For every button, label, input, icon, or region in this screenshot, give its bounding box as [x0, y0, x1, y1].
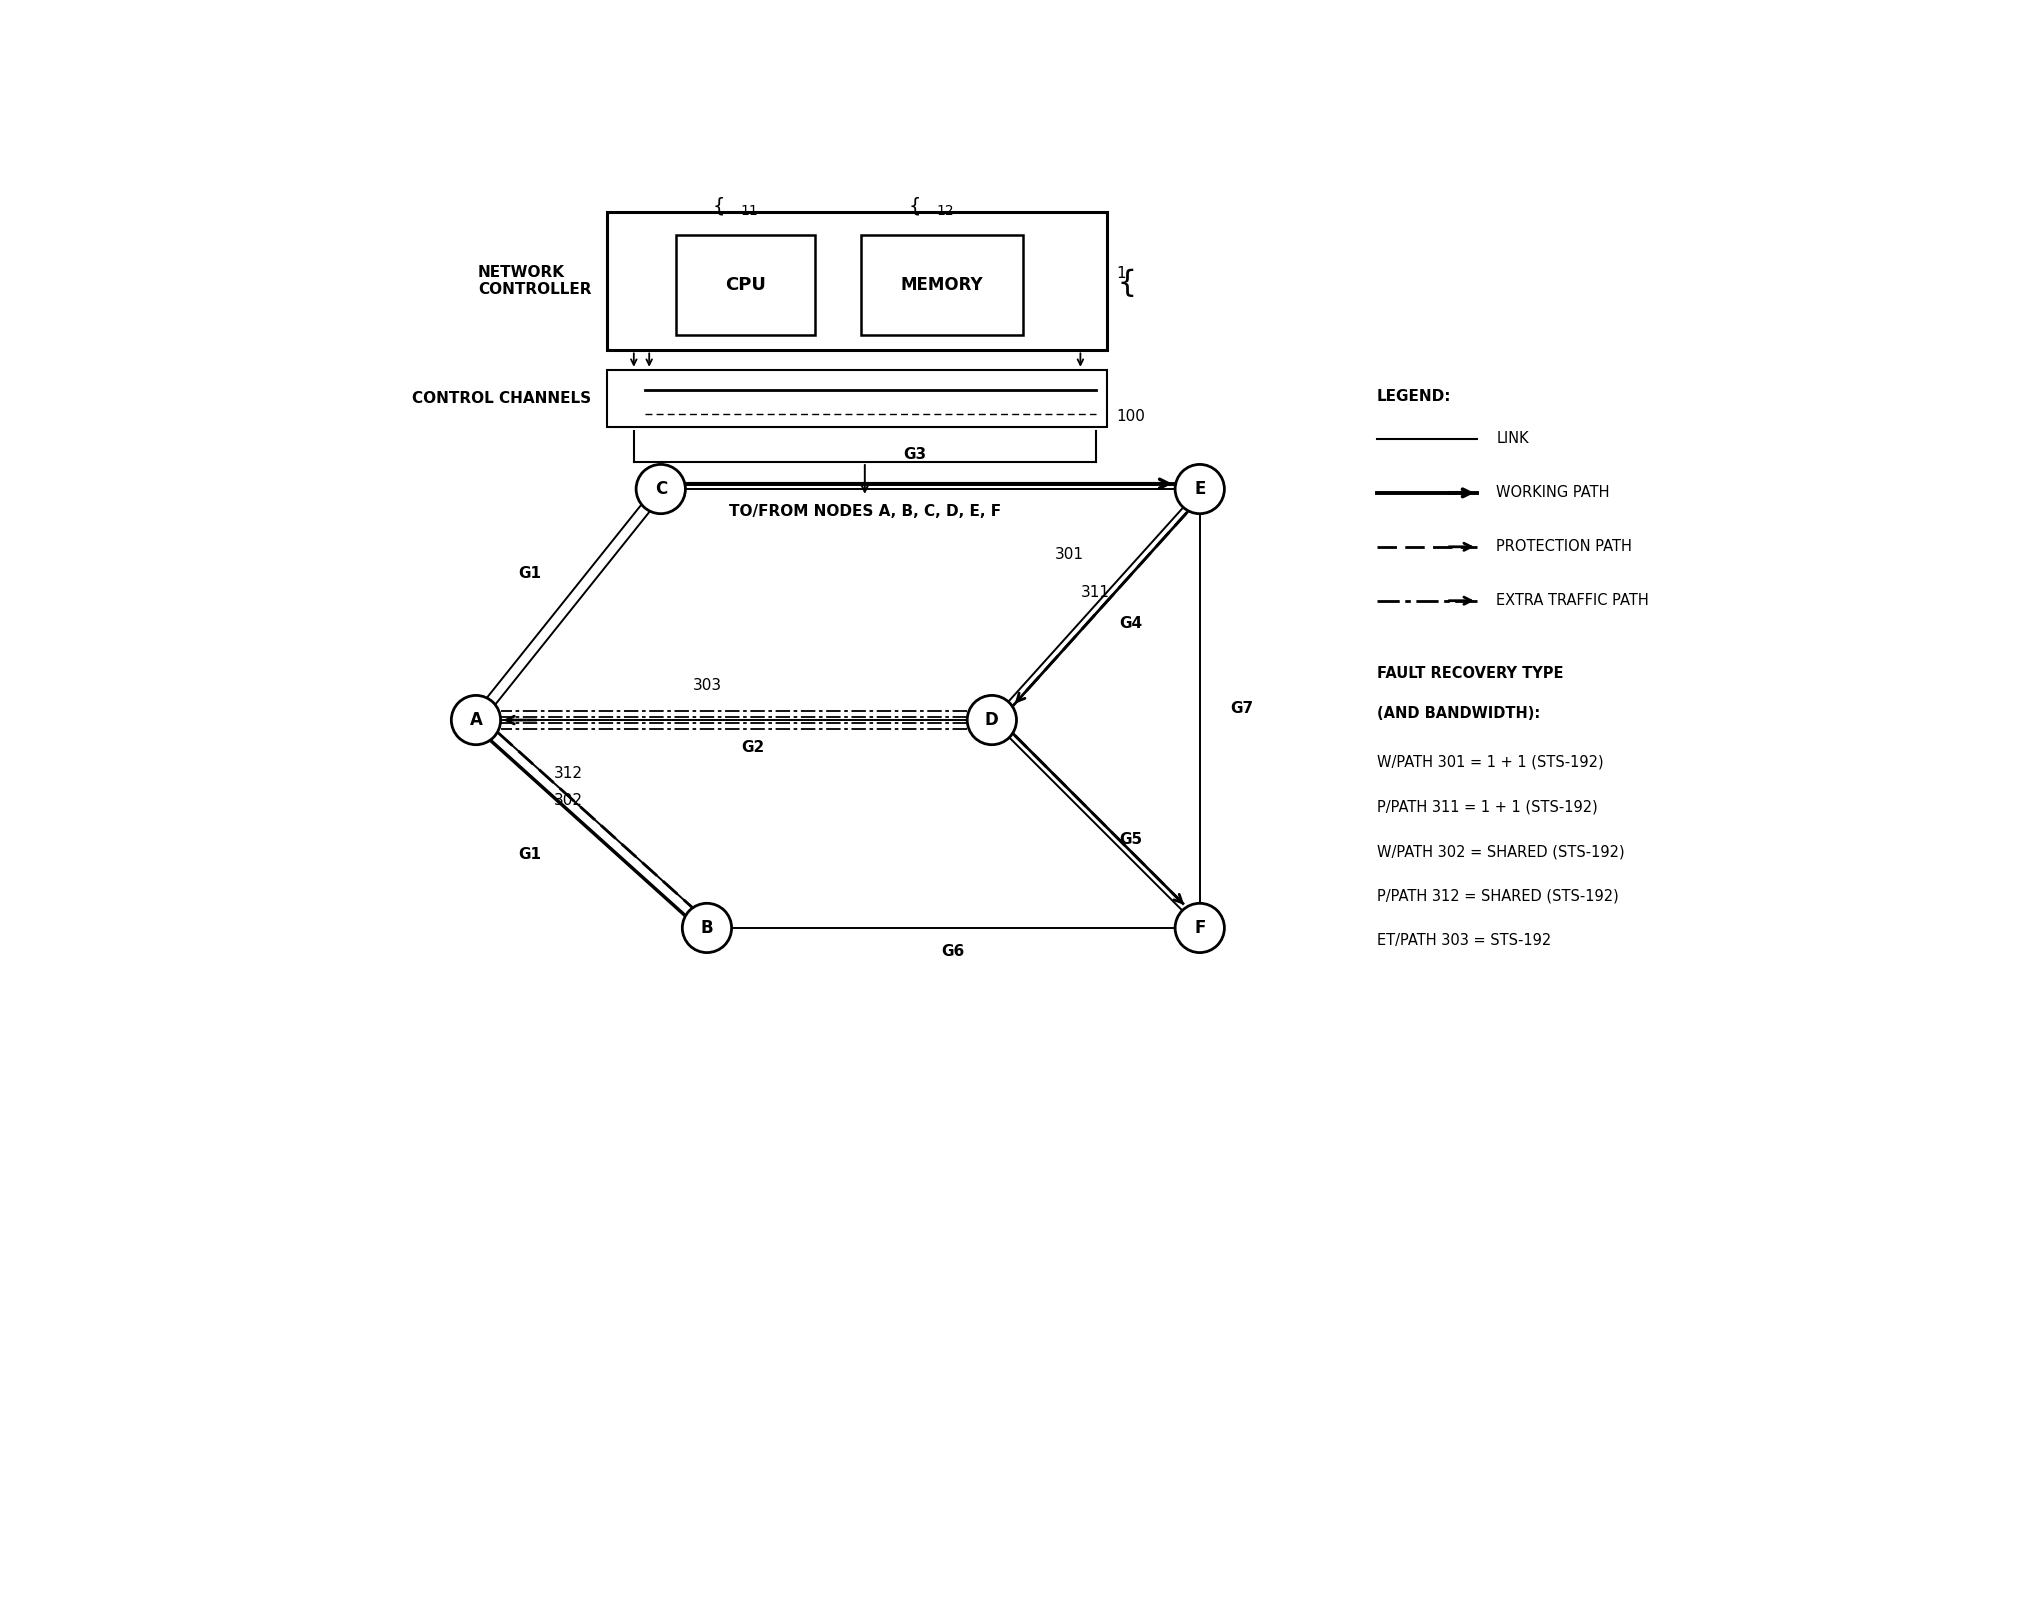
- Text: W/PATH 302 = SHARED (STS-192): W/PATH 302 = SHARED (STS-192): [1376, 844, 1625, 859]
- Text: 301: 301: [1054, 547, 1084, 562]
- Circle shape: [1174, 904, 1225, 953]
- Text: {: {: [909, 197, 921, 215]
- Text: B: B: [700, 920, 713, 937]
- Circle shape: [451, 695, 500, 745]
- Text: 1: 1: [1117, 266, 1127, 281]
- Text: G6: G6: [941, 944, 966, 958]
- Text: W/PATH 301 = 1 + 1 (STS-192): W/PATH 301 = 1 + 1 (STS-192): [1376, 754, 1603, 770]
- Text: (AND BANDWIDTH):: (AND BANDWIDTH):: [1376, 706, 1540, 721]
- Bar: [676, 234, 815, 335]
- Circle shape: [1174, 464, 1225, 514]
- Text: 100: 100: [1117, 409, 1146, 424]
- Text: C: C: [655, 480, 668, 498]
- Circle shape: [968, 695, 1017, 745]
- Text: LEGEND:: LEGEND:: [1376, 388, 1452, 404]
- Text: WORKING PATH: WORKING PATH: [1497, 485, 1609, 501]
- Bar: [862, 234, 1023, 335]
- Text: 311: 311: [1082, 586, 1111, 600]
- Text: PROTECTION PATH: PROTECTION PATH: [1497, 539, 1632, 554]
- Text: 11: 11: [741, 204, 758, 218]
- Bar: [606, 369, 1107, 427]
- Text: {: {: [713, 197, 725, 215]
- Text: G5: G5: [1119, 831, 1141, 847]
- Text: EXTRA TRAFFIC PATH: EXTRA TRAFFIC PATH: [1497, 594, 1650, 608]
- Text: LINK: LINK: [1497, 432, 1529, 446]
- Text: FAULT RECOVERY TYPE: FAULT RECOVERY TYPE: [1376, 666, 1564, 681]
- Text: G7: G7: [1231, 701, 1254, 716]
- Text: ET/PATH 303 = STS-192: ET/PATH 303 = STS-192: [1376, 934, 1552, 949]
- Text: TO/FROM NODES A, B, C, D, E, F: TO/FROM NODES A, B, C, D, E, F: [729, 504, 1001, 520]
- Text: A: A: [470, 711, 482, 729]
- Circle shape: [682, 904, 731, 953]
- Text: G3: G3: [903, 446, 927, 462]
- Text: CPU: CPU: [725, 276, 766, 294]
- Text: CONTROL CHANNELS: CONTROL CHANNELS: [412, 392, 592, 406]
- Text: P/PATH 311 = 1 + 1 (STS-192): P/PATH 311 = 1 + 1 (STS-192): [1376, 799, 1597, 814]
- Text: G4: G4: [1119, 616, 1141, 631]
- Text: F: F: [1195, 920, 1205, 937]
- Text: }: }: [1111, 266, 1131, 295]
- Text: MEMORY: MEMORY: [901, 276, 982, 294]
- Circle shape: [637, 464, 686, 514]
- Text: D: D: [984, 711, 999, 729]
- Text: G1: G1: [519, 847, 541, 862]
- Text: G2: G2: [741, 740, 766, 754]
- Text: E: E: [1195, 480, 1205, 498]
- Bar: [606, 212, 1107, 350]
- Text: 303: 303: [692, 677, 721, 693]
- Text: 12: 12: [937, 204, 954, 218]
- Text: 302: 302: [553, 793, 582, 809]
- Text: G1: G1: [519, 567, 541, 581]
- Text: P/PATH 312 = SHARED (STS-192): P/PATH 312 = SHARED (STS-192): [1376, 889, 1619, 904]
- Text: NETWORK
CONTROLLER: NETWORK CONTROLLER: [478, 265, 592, 297]
- Text: 312: 312: [553, 767, 582, 782]
